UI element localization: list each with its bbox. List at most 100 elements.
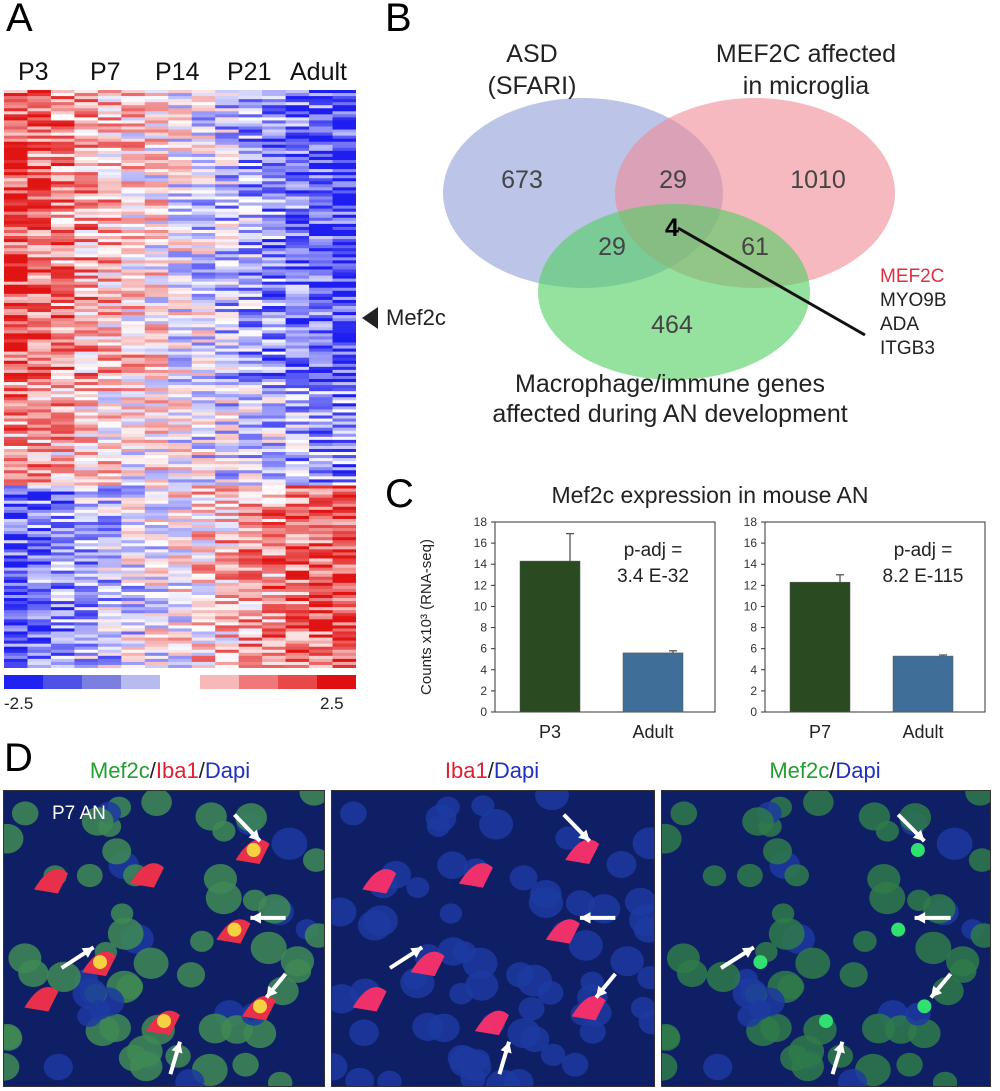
heatmap-cell bbox=[121, 379, 146, 383]
heatmap-cell bbox=[50, 278, 75, 283]
heatmap-cell bbox=[50, 528, 75, 532]
heatmap-cell bbox=[215, 114, 240, 118]
heatmap-cell bbox=[74, 619, 99, 623]
heatmap-cell bbox=[27, 108, 52, 112]
heatmap-cell bbox=[97, 549, 122, 553]
heatmap-cell bbox=[50, 409, 75, 413]
heatmap-cell bbox=[191, 543, 216, 547]
heatmap-cell bbox=[309, 607, 333, 611]
heatmap-cell bbox=[309, 412, 333, 416]
heatmap-cell bbox=[168, 272, 193, 276]
heatmap-cell bbox=[50, 439, 75, 444]
heatmap-cell bbox=[97, 598, 122, 602]
heatmap-cell bbox=[74, 211, 99, 216]
heatmap-cell bbox=[50, 634, 75, 638]
heatmap-cell bbox=[285, 497, 310, 502]
heatmap-cell bbox=[144, 488, 169, 492]
heatmap-cell bbox=[4, 509, 28, 514]
venn-diagram: ASD (SFARI) MEF2C affected in microglia … bbox=[443, 40, 896, 380]
heatmap-cell bbox=[285, 558, 310, 562]
heatmap-cell bbox=[144, 479, 169, 483]
heatmap-cell bbox=[332, 205, 356, 210]
heatmap-cell bbox=[332, 491, 356, 495]
caption-merged-iba1: Iba1 bbox=[155, 758, 199, 783]
nucleus bbox=[176, 962, 206, 988]
heatmap-cell bbox=[74, 175, 99, 179]
heatmap-cell bbox=[238, 327, 263, 331]
heatmap-cell bbox=[309, 199, 333, 203]
heatmap-cell bbox=[238, 555, 263, 559]
heatmap-cell bbox=[215, 452, 240, 456]
heatmap-cell bbox=[168, 363, 193, 368]
nucleus bbox=[102, 838, 132, 865]
heatmap-cell bbox=[97, 351, 122, 356]
heatmap-cell bbox=[332, 594, 356, 599]
heatmap-cell bbox=[285, 591, 310, 596]
heatmap-cell bbox=[74, 342, 99, 346]
heatmap-cell bbox=[215, 661, 240, 666]
heatmap-cell bbox=[50, 379, 75, 383]
heatmap-cell bbox=[97, 604, 122, 608]
heatmap-cell bbox=[121, 576, 146, 581]
heatmap-cell bbox=[97, 336, 122, 340]
nucleus bbox=[4, 1023, 22, 1050]
heatmap-cell bbox=[27, 245, 52, 249]
heatmap-cell bbox=[215, 166, 240, 170]
heatmap-cell bbox=[238, 403, 263, 407]
heatmap-cell bbox=[191, 464, 216, 468]
heatmap-cell bbox=[309, 150, 333, 155]
heatmap-cell bbox=[262, 461, 286, 465]
heatmap-cell bbox=[309, 494, 333, 499]
heatmap-cell bbox=[262, 169, 286, 173]
heatmap-cell bbox=[262, 211, 286, 216]
heatmap-cell bbox=[309, 366, 333, 371]
heatmap-cell bbox=[168, 631, 193, 635]
heatmap-cell bbox=[50, 455, 75, 459]
heatmap-cell bbox=[4, 409, 28, 413]
heatmap-cell bbox=[50, 628, 75, 632]
heatmap-cell bbox=[50, 388, 75, 392]
heatmap-cell bbox=[332, 333, 356, 337]
heatmap-cell bbox=[262, 327, 286, 331]
heatmap-cell bbox=[50, 211, 75, 216]
heatmap-cell bbox=[121, 372, 146, 377]
heatmap-cell bbox=[332, 637, 356, 642]
heatmap-cell bbox=[215, 607, 240, 611]
heatmap-cell bbox=[27, 302, 52, 307]
heatmap-cell bbox=[332, 302, 356, 307]
heatmap-cell bbox=[144, 166, 169, 170]
heatmap-cell bbox=[262, 628, 286, 632]
heatmap-cell bbox=[144, 573, 169, 578]
heatmap-cell bbox=[50, 309, 75, 313]
heatmap-cell bbox=[168, 549, 193, 553]
heatmap-cell bbox=[332, 366, 356, 371]
heatmap-cell bbox=[121, 236, 146, 240]
heatmap-cell bbox=[4, 503, 28, 508]
heatmap-cell bbox=[215, 156, 240, 161]
heatmap-cell bbox=[285, 193, 310, 197]
heatmap-cell bbox=[309, 455, 333, 459]
heatmap-cell bbox=[4, 312, 28, 316]
heatmap-cell bbox=[238, 184, 263, 188]
heatmap-cell bbox=[27, 464, 52, 468]
heatmap-cell bbox=[262, 634, 286, 638]
heatmap-cell bbox=[309, 93, 333, 97]
heatmap-cell bbox=[332, 497, 356, 502]
heatmap-cell bbox=[168, 558, 193, 562]
heatmap-cell bbox=[309, 385, 333, 389]
heatmap-cell bbox=[27, 169, 52, 173]
heatmap-cell bbox=[74, 655, 99, 660]
heatmap-cell bbox=[50, 591, 75, 596]
heatmap-cell bbox=[262, 607, 286, 611]
heatmap-cell bbox=[238, 175, 263, 179]
heatmap-cell bbox=[191, 309, 216, 313]
heatmap-cell bbox=[168, 470, 193, 474]
heatmap-cell bbox=[262, 208, 286, 213]
heatmap-cell bbox=[144, 126, 169, 130]
heatmap-cell bbox=[97, 190, 122, 194]
heatmap-cell bbox=[27, 588, 52, 593]
heatmap-cell bbox=[4, 558, 28, 562]
heatmap-cell bbox=[168, 302, 193, 307]
heatmap-cell bbox=[121, 646, 146, 651]
heatmap-cell bbox=[50, 543, 75, 547]
